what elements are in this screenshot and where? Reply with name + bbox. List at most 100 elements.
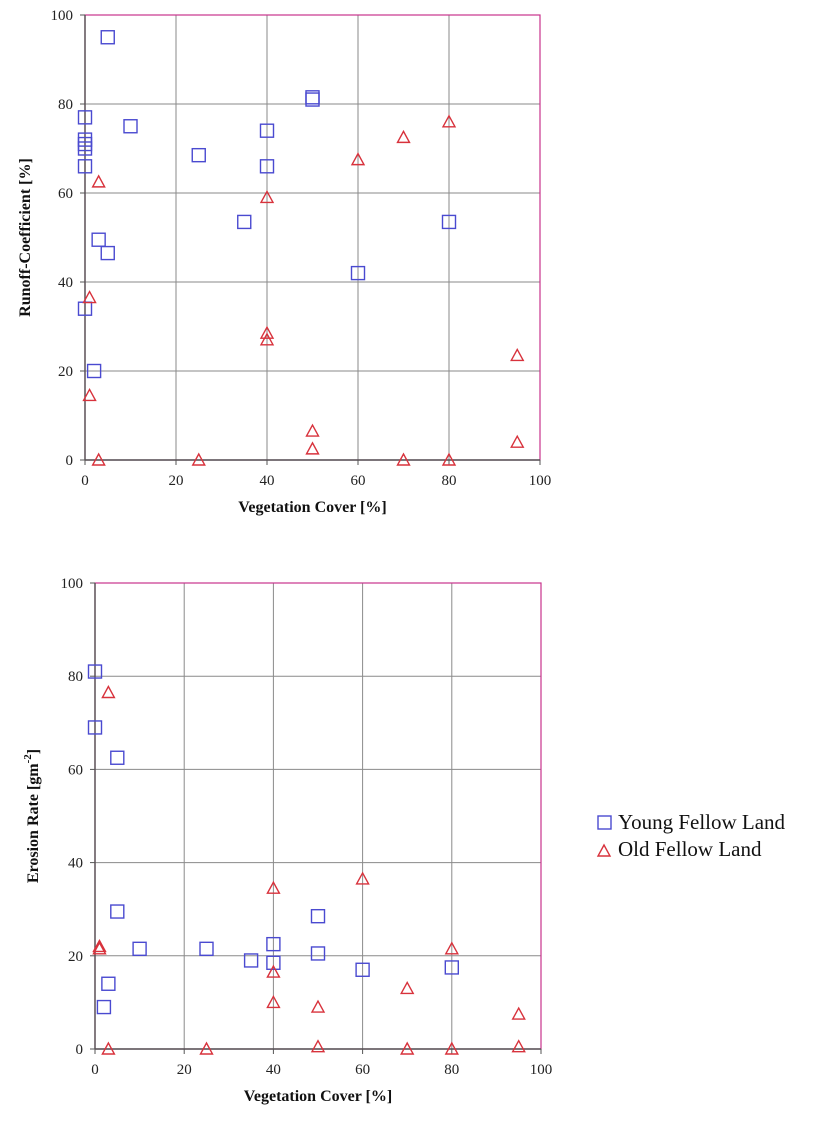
data-point-old-fellow-land (310, 999, 326, 1013)
data-point-old-fellow-land (355, 871, 370, 885)
legend-item-young-fellow-land: Young Fellow Land (597, 810, 786, 834)
y-tick-label: 100 (61, 576, 84, 592)
data-point-old-fellow-land (305, 423, 320, 437)
x-tick-label: 40 (266, 1062, 281, 1078)
data-point-old-fellow-land (400, 1041, 415, 1055)
data-point-old-fellow-land (441, 114, 457, 128)
y-tick-label: 0 (76, 1042, 84, 1058)
y-axis-title-suffix: ] (25, 749, 42, 754)
legend-label-old-fellow-land: Old Fellow Land (618, 837, 762, 861)
data-point-old-fellow-land (510, 347, 525, 362)
data-point-old-fellow-land (92, 939, 107, 953)
data-point-young-fellow-land (441, 214, 457, 230)
legend: Young Fellow Land Old Fellow Land (596, 810, 786, 861)
legend-triangle-icon (596, 843, 612, 857)
y-axis-title-superscript: -2 (22, 754, 34, 764)
x-tick-label: 60 (351, 473, 366, 489)
data-point-old-fellow-land (511, 1039, 526, 1053)
data-point-old-fellow-land (259, 332, 275, 346)
erosion-rate-chart: 0 20 40 60 80 100 0 20 40 60 80 100 Vegetation Cover… (22, 576, 552, 1105)
y-axis-title: Runoff-Coefficient [%] (17, 158, 34, 317)
x-tick-label: 80 (444, 1062, 459, 1078)
y-tick-label: 80 (58, 97, 73, 113)
data-point-old-fellow-land (191, 452, 206, 466)
data-point-old-fellow-land (266, 964, 281, 978)
data-point-old-fellow-land (510, 434, 525, 448)
y-tick-label: 20 (58, 364, 73, 380)
data-point-old-fellow-land (396, 452, 411, 466)
y-tick-label: 20 (68, 949, 83, 965)
x-tick-label: 20 (169, 473, 184, 489)
data-point-young-fellow-land (266, 955, 281, 970)
data-point-young-fellow-land (355, 962, 370, 977)
x-axis-title: Vegetation Cover [%] (238, 499, 386, 516)
data-point-old-fellow-land (350, 152, 366, 166)
x-tick-label: 0 (91, 1062, 99, 1078)
data-point-young-fellow-land (77, 141, 93, 156)
y-tick-label: 100 (51, 8, 74, 24)
data-point-old-fellow-land (396, 129, 411, 144)
data-point-young-fellow-land (110, 750, 125, 765)
x-axis-title: Vegetation Cover [%] (244, 1088, 392, 1105)
data-point-young-fellow-land (100, 245, 115, 261)
data-point-young-fellow-land (243, 953, 259, 968)
data-point-young-fellow-land (259, 159, 275, 174)
data-point-young-fellow-land (310, 946, 326, 961)
data-point-old-fellow-land (91, 452, 106, 466)
y-tick-label: 60 (58, 186, 73, 202)
runoff-coefficient-chart: 0 20 40 60 80 100 0 20 40 60 80 100 Vegetation Cover… (17, 8, 551, 516)
data-point-old-fellow-land (400, 980, 415, 995)
data-point-old-fellow-land (101, 685, 116, 699)
data-point-old-fellow-land (199, 1041, 214, 1055)
y-axis-title-text: Erosion Rate [gm (25, 763, 42, 883)
data-point-young-fellow-land (444, 960, 459, 975)
y-tick-label: 40 (58, 275, 73, 291)
data-point-old-fellow-land (82, 388, 97, 402)
data-point-young-fellow-land (259, 123, 275, 138)
data-point-young-fellow-land (199, 941, 214, 957)
y-axis-title-text: Runoff-Coefficient [%] (17, 158, 34, 317)
data-point-young-fellow-land (305, 92, 320, 107)
data-point-old-fellow-land (82, 290, 97, 304)
data-point-young-fellow-land (101, 976, 116, 991)
data-point-young-fellow-land (86, 363, 102, 379)
data-point-old-fellow-land (266, 994, 281, 1009)
legend-square-icon (597, 815, 612, 830)
x-tick-label: 20 (177, 1062, 192, 1078)
data-point-old-fellow-land (444, 941, 459, 955)
data-point-old-fellow-land (91, 174, 106, 188)
data-point-young-fellow-land (77, 159, 93, 174)
data-point-old-fellow-land (305, 441, 320, 455)
data-point-young-fellow-land (100, 30, 115, 45)
legend-label-young-fellow-land: Young Fellow Land (618, 810, 786, 834)
data-point-young-fellow-land (310, 908, 326, 924)
x-tick-label: 60 (355, 1062, 370, 1078)
x-tick-label: 0 (81, 473, 89, 489)
y-tick-label: 40 (68, 856, 83, 872)
data-point-young-fellow-land (91, 232, 106, 247)
data-point-old-fellow-land (444, 1041, 459, 1055)
data-point-young-fellow-land (96, 999, 112, 1015)
data-point-young-fellow-land (191, 147, 206, 163)
y-tick-label: 80 (68, 669, 83, 685)
data-point-young-fellow-land (110, 904, 125, 919)
x-tick-label: 100 (530, 1062, 553, 1078)
data-point-old-fellow-land (441, 452, 457, 466)
plot-frame (94, 582, 542, 1050)
data-point-old-fellow-land (101, 1041, 116, 1055)
data-point-young-fellow-land (77, 110, 93, 125)
data-point-old-fellow-land (259, 325, 275, 339)
y-axis-title: Erosion Rate [gm-2] (22, 749, 42, 883)
y-tick-label: 0 (66, 453, 74, 469)
data-point-young-fellow-land (350, 265, 366, 281)
data-point-old-fellow-land (266, 880, 281, 894)
data-point-young-fellow-land (266, 936, 281, 952)
x-tick-label: 40 (260, 473, 275, 489)
plot-frame (84, 14, 541, 461)
data-point-young-fellow-land (123, 119, 138, 134)
x-tick-label: 100 (529, 473, 552, 489)
data-point-young-fellow-land (237, 214, 252, 230)
data-point-old-fellow-land (511, 1006, 526, 1020)
data-point-young-fellow-land (87, 720, 103, 735)
